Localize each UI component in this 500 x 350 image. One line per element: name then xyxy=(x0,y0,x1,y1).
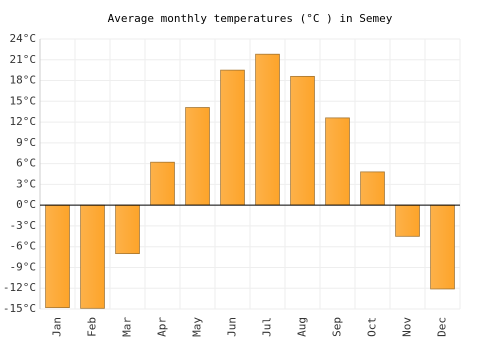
y-tick-label: -12°C xyxy=(3,281,36,294)
bar-shine xyxy=(360,171,385,206)
x-tick-label: Jul xyxy=(261,317,274,337)
y-tick-label: 6°C xyxy=(16,157,36,170)
x-tick-label: Sep xyxy=(331,317,344,337)
y-tick-label: 12°C xyxy=(10,115,37,128)
x-tick-label: Aug xyxy=(296,317,309,337)
bar-shine xyxy=(185,107,210,206)
y-tick-label: 9°C xyxy=(16,136,36,149)
bar-shine xyxy=(220,70,245,206)
x-tick-label: Feb xyxy=(86,317,99,337)
bar-shine xyxy=(80,205,105,309)
y-tick-label: 18°C xyxy=(10,74,37,87)
x-tick-label: Jan xyxy=(51,317,64,337)
bar-shine xyxy=(115,205,140,254)
y-tick-label: 15°C xyxy=(10,94,37,107)
x-tick-label: Oct xyxy=(366,317,379,337)
bar-shine xyxy=(430,205,455,289)
x-tick-label: Dec xyxy=(436,317,449,337)
x-tick-label: Jun xyxy=(226,317,239,337)
y-tick-label: 24°C xyxy=(10,32,37,45)
bar-shine xyxy=(395,205,420,237)
x-tick-label: Nov xyxy=(401,317,414,337)
x-tick-label: May xyxy=(191,317,204,337)
y-tick-label: -9°C xyxy=(10,260,37,273)
bar-shine xyxy=(255,54,280,206)
y-tick-label: 0°C xyxy=(16,198,36,211)
bar-shine xyxy=(45,205,70,308)
bar-shine xyxy=(290,76,315,206)
x-tick-label: Mar xyxy=(121,317,134,337)
chart-title: Average monthly temperatures (°C ) in Se… xyxy=(108,12,393,25)
y-tick-label: 21°C xyxy=(10,53,37,66)
y-tick-label: -3°C xyxy=(10,219,37,232)
bar-shine xyxy=(325,117,350,206)
x-tick-label: Apr xyxy=(156,317,169,337)
y-tick-label: 3°C xyxy=(16,177,36,190)
bar-shine xyxy=(150,162,175,206)
y-tick-label: -6°C xyxy=(10,240,37,253)
y-tick-label: -15°C xyxy=(3,302,36,315)
